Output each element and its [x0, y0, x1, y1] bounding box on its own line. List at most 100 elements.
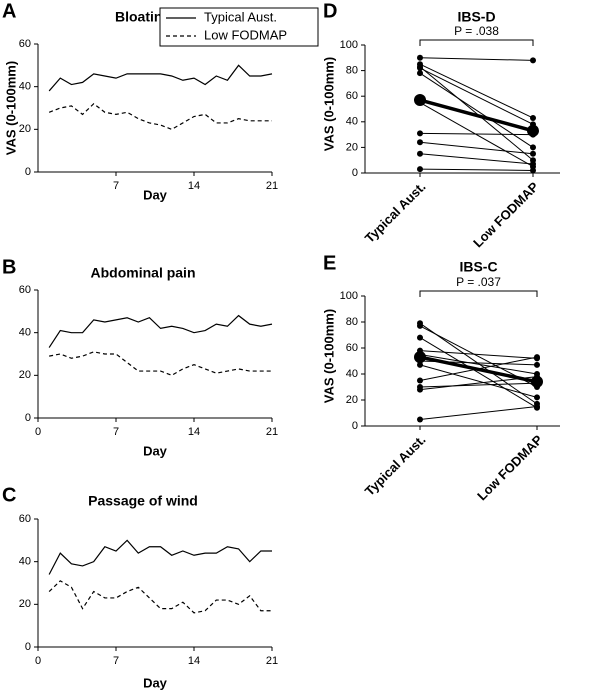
x-tick-label: 21 — [266, 426, 278, 438]
subject-line — [419, 153, 534, 165]
series-line — [48, 539, 272, 575]
y-tick-label: 60 — [19, 38, 31, 50]
subject-point — [417, 377, 423, 384]
subject-line — [419, 102, 534, 168]
subject-point — [417, 130, 423, 137]
y-axis-label: VAS (0-100mm) — [321, 57, 336, 151]
x-tick-label: 0 — [35, 655, 41, 667]
x-axis-label: Day — [143, 443, 168, 458]
subject-line — [419, 364, 538, 398]
subject-line — [419, 141, 534, 155]
subject-point — [417, 54, 423, 61]
subject-line — [419, 63, 534, 119]
y-axis-label: VAS (0-100mm) — [3, 61, 18, 155]
significance-bracket — [419, 39, 534, 46]
subject-point — [417, 361, 423, 368]
x-tick-label: 14 — [188, 180, 200, 192]
y-tick-label: 0 — [352, 420, 358, 432]
y-tick-label: 40 — [346, 368, 358, 380]
series-line — [48, 102, 272, 130]
series-line — [48, 314, 273, 348]
y-tick-label: 60 — [19, 513, 31, 525]
subject-point — [530, 144, 536, 151]
panel-letter: B — [2, 256, 16, 278]
y-tick-label: 60 — [346, 90, 358, 102]
y-tick-label: 60 — [19, 284, 31, 296]
x-tick-label: Low FODMAP — [474, 432, 546, 504]
series-line — [48, 64, 273, 92]
panel-letter: C — [2, 484, 16, 506]
y-tick-label: 100 — [340, 290, 358, 302]
chart-title: IBS-C — [459, 259, 497, 275]
y-tick-label: 20 — [19, 369, 31, 381]
subject-line — [419, 168, 534, 171]
series-line — [48, 580, 272, 614]
x-tick-label: Typical Aust. — [362, 179, 429, 246]
legend-label: Typical Aust. — [204, 9, 277, 24]
subject-line — [419, 132, 534, 136]
subject-point — [534, 361, 540, 368]
subject-point — [417, 70, 423, 77]
mean-point — [531, 375, 543, 388]
legend-box — [159, 7, 319, 47]
chart-title: Bloating — [115, 9, 171, 25]
y-axis-label: VAS (0-100mm) — [321, 309, 336, 403]
mean-point — [414, 351, 426, 364]
y-tick-label: 80 — [346, 65, 358, 77]
y-tick-label: 0 — [25, 412, 31, 424]
subject-point — [534, 354, 540, 361]
subject-point — [417, 150, 423, 157]
subject-point — [530, 161, 536, 168]
legend-label: Low FODMAP — [204, 27, 287, 42]
series-line — [49, 351, 272, 376]
y-tick-label: 20 — [19, 123, 31, 135]
x-tick-label: Typical Aust. — [362, 432, 429, 499]
x-axis-label: Day — [143, 675, 168, 690]
y-tick-label: 40 — [346, 116, 358, 128]
x-tick-label: 21 — [266, 655, 278, 667]
x-tick-label: 7 — [113, 180, 119, 192]
p-value: P = .038 — [454, 24, 499, 38]
subject-point — [530, 167, 536, 174]
subject-point — [530, 57, 536, 64]
subject-line — [419, 354, 538, 375]
subject-point — [417, 139, 423, 146]
mean-point — [414, 94, 426, 107]
subject-point — [530, 150, 536, 157]
mean-line — [419, 355, 538, 384]
x-tick-label: Low FODMAP — [470, 179, 542, 251]
y-tick-label: 40 — [19, 556, 31, 568]
subject-line — [419, 72, 534, 148]
panel-letter: E — [323, 252, 336, 274]
y-tick-label: 0 — [25, 641, 31, 653]
mean-point — [527, 124, 539, 137]
x-tick-label: 0 — [35, 426, 41, 438]
mean-line — [419, 98, 534, 133]
p-value: P = .037 — [456, 275, 501, 289]
subject-point — [417, 322, 423, 329]
subject-line — [419, 406, 538, 420]
y-tick-label: 40 — [19, 327, 31, 339]
subject-line — [419, 67, 534, 125]
significance-bracket — [419, 290, 538, 297]
x-tick-label: 21 — [266, 180, 278, 192]
x-tick-label: 7 — [113, 655, 119, 667]
subject-point — [417, 65, 423, 72]
subject-point — [530, 114, 536, 121]
y-tick-label: 60 — [346, 342, 358, 354]
y-tick-label: 80 — [346, 316, 358, 328]
chart-title: Passage of wind — [88, 493, 198, 509]
subject-point — [417, 386, 423, 393]
x-tick-label: 7 — [113, 426, 119, 438]
subject-point — [534, 394, 540, 401]
x-tick-label: 14 — [188, 426, 200, 438]
y-tick-label: 20 — [19, 598, 31, 610]
subject-line — [419, 57, 534, 61]
subject-line — [419, 337, 538, 409]
x-tick-label: 14 — [188, 655, 200, 667]
y-tick-label: 20 — [346, 141, 358, 153]
y-tick-label: 20 — [346, 394, 358, 406]
chart-title: Abdominal pain — [91, 265, 196, 281]
